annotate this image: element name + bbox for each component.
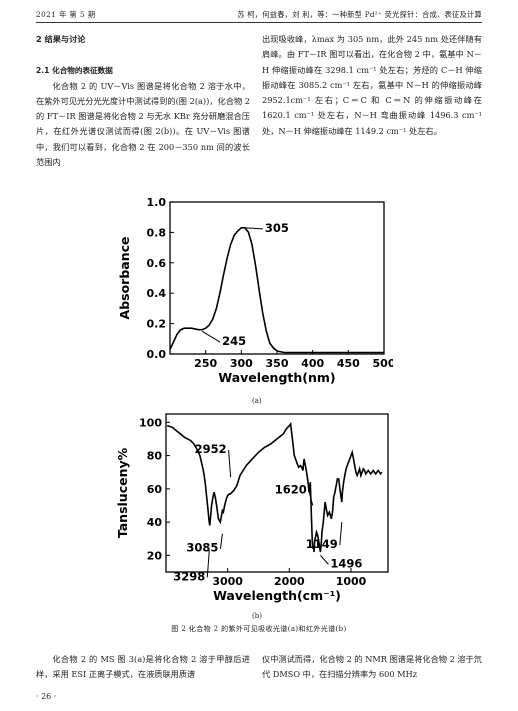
paragraph-right: 出现吸收峰，λmax 为 305 nm，此外 245 nm 处还伴随有肩峰。由 …: [262, 34, 482, 136]
page-number: · 26 ·: [36, 692, 57, 701]
peak-annotation: 3298: [173, 569, 205, 583]
y-tick-label: 1.0: [147, 196, 167, 209]
peak-annotation: 1496: [330, 556, 362, 570]
x-tick-label: 500: [373, 357, 393, 370]
peak-annotation: 3085: [186, 541, 218, 555]
paragraph-bottom-left: 化合物 2 的 MS 图 3(a)是将化合物 2 溶于甲醇后进样，采用 ESI …: [36, 654, 250, 680]
x-tick-label: 400: [301, 357, 324, 370]
x-axis-label: Wavelength(nm): [218, 370, 335, 385]
figure-caption: 图 2 化合物 2 的紫外可见吸收光谱(a)和红外光谱(b): [171, 625, 347, 633]
spectrum-line: [169, 226, 384, 354]
x-tick-label: 300: [230, 357, 253, 370]
annotation-leader: [201, 330, 221, 343]
y-tick-label: 0.0: [147, 348, 167, 361]
right-column: 出现吸收峰，λmax 为 305 nm，此外 245 nm 处还伴随有肩峰。由 …: [262, 32, 482, 139]
peak-annotation: 245: [222, 334, 246, 348]
paragraph-bottom-right: 仪中测试而得，化合物 2 的 NMR 图谱是将化合物 2 溶于氘代 DMSO 中…: [262, 654, 482, 680]
y-tick-label: 0.6: [147, 257, 167, 270]
y-tick-label: 100: [139, 416, 162, 429]
y-tick-label: 20: [147, 549, 163, 562]
peak-annotation: 305: [265, 221, 289, 235]
y-axis-label: Tansluceny%: [115, 447, 130, 538]
uv-vis-chart: 250 300 350 400 450 500 0.0 0.2 0.4 0.6 0.8 1.0 Wave…: [117, 196, 393, 385]
y-tick-label: 40: [147, 516, 163, 529]
annotation-leader: [228, 450, 232, 478]
annotation-leader: [244, 227, 263, 230]
bottom-left-column: 化合物 2 的 MS 图 3(a)是将化合物 2 溶于甲醇后进样，采用 ESI …: [36, 652, 250, 683]
peak-annotation: 2952: [195, 442, 227, 456]
figure-label-b: (b): [252, 612, 262, 620]
figure-label-a: (a): [252, 397, 262, 405]
paragraph-left: 化合物 2 的 UV－Vis 图谱是将化合物 2 溶于水中，在紫外可见光分光光度…: [36, 80, 250, 168]
annotation-leader: [308, 490, 314, 506]
x-axis-label: Wavelength(cm⁻¹): [213, 588, 341, 603]
left-column: 2 结果与讨论 2.1 化合物的表征数据 化合物 2 的 UV－Vis 图谱是将…: [36, 32, 250, 170]
annotation-leader: [219, 533, 223, 549]
peak-annotation: 1620: [275, 482, 307, 496]
ft-ir-chart: 3000 2000 1000 20 40 60 80 100 Wavelength(cm⁻¹) T…: [115, 413, 389, 603]
annotation-leader: [206, 550, 210, 578]
annotation-leader: [320, 555, 329, 565]
x-tick-label: 350: [266, 357, 289, 370]
annotation-leader: [339, 522, 343, 546]
spectrum-line: [166, 422, 383, 553]
running-header: 2021 年 第 5 期 苏 柯，何益春，刘 利，等：一种新型 Pd²⁺ 荧光探…: [36, 8, 482, 23]
y-tick-label: 80: [147, 450, 163, 463]
y-tick-label: 0.8: [147, 226, 167, 239]
x-tick-label: 1000: [336, 575, 367, 588]
peak-annotation: 1149: [306, 537, 338, 551]
y-tick-label: 0.4: [147, 287, 167, 300]
section-title: 2 结果与讨论: [36, 34, 86, 44]
x-tick-label: 450: [337, 357, 360, 370]
journal-issue: 2021 年 第 5 期: [36, 10, 96, 19]
subsection-title: 2.1 化合物的表征数据: [36, 66, 113, 76]
bottom-right-column: 仪中测试而得，化合物 2 的 NMR 图谱是将化合物 2 溶于氘代 DMSO 中…: [262, 652, 482, 683]
x-tick-label: 250: [194, 357, 217, 370]
x-tick-label: 3000: [212, 575, 243, 588]
y-tick-label: 0.2: [147, 318, 167, 331]
y-tick-label: 60: [147, 483, 163, 496]
x-tick-label: 2000: [274, 575, 305, 588]
y-axis-label: Absorbance: [117, 237, 132, 320]
article-running-title: 苏 柯，何益春，刘 利，等：一种新型 Pd²⁺ 荧光探针：合成、表征及计算: [237, 10, 482, 19]
plot-frame: [165, 413, 389, 573]
